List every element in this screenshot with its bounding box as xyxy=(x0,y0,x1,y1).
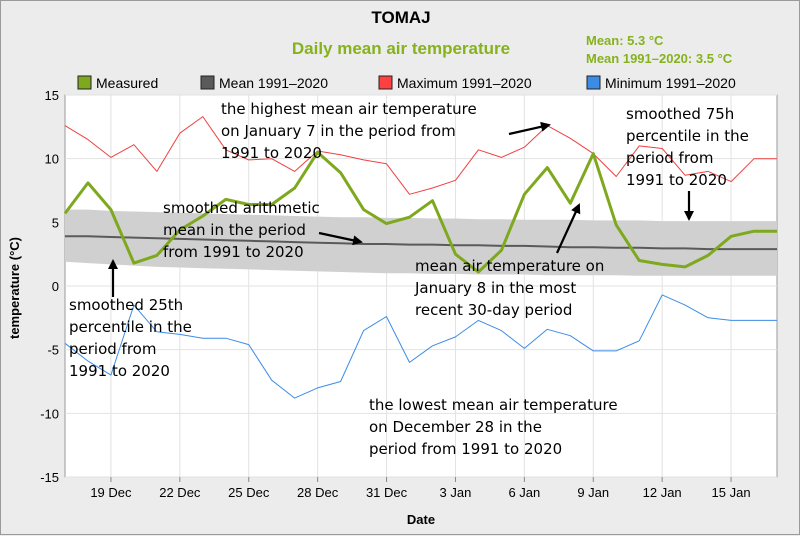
legend-label-minimum: Minimum 1991–2020 xyxy=(605,75,736,91)
y-tick-label: -5 xyxy=(47,343,59,358)
y-tick-label: -10 xyxy=(40,406,59,421)
x-tick-label: 28 Dec xyxy=(297,485,339,500)
x-axis-ticks: 19 Dec 22 Dec 25 Dec 28 Dec 31 Dec 3 Jan 6 Jan… xyxy=(90,485,750,500)
chart-title: TOMAJ xyxy=(371,8,430,27)
series-mean-line xyxy=(65,235,777,251)
y-tick-label: -15 xyxy=(40,470,59,485)
mean-stat: Mean: 5.3 °C xyxy=(586,33,664,48)
annotation-arithmetic-mean: smoothed arithmetic mean in the period f… xyxy=(163,199,325,261)
legend: Measured Mean 1991–2020 Maximum 1991–202… xyxy=(77,75,736,91)
legend-swatch-maximum xyxy=(378,75,393,90)
x-tick-label: 31 Dec xyxy=(366,485,408,500)
x-tick-label: 25 Dec xyxy=(228,485,270,500)
legend-swatch-minimum xyxy=(586,75,601,90)
series-measured-line xyxy=(63,150,777,274)
legend-label-measured: Measured xyxy=(96,75,158,91)
legend-swatch-mean xyxy=(200,75,215,90)
y-axis-ticks: 15 10 5 0 -5 -10 -15 xyxy=(40,88,59,485)
legend-label-maximum: Maximum 1991–2020 xyxy=(397,75,532,91)
annotation-highest-mean: the highest mean air temperature on Janu… xyxy=(221,100,481,162)
annotation-25th-percentile: smoothed 25th percentile in the period f… xyxy=(69,296,197,380)
annotation-lowest-mean: the lowest mean air temperature on Decem… xyxy=(369,396,622,458)
annotation-75th-percentile: smoothed 75h percentile in the period fr… xyxy=(626,105,754,189)
mean-1991-2020-stat: Mean 1991–2020: 3.5 °C xyxy=(586,51,733,66)
x-tick-label: 19 Dec xyxy=(90,485,132,500)
x-tick-label: 15 Jan xyxy=(712,485,751,500)
y-tick-label: 10 xyxy=(45,152,59,167)
y-tick-label: 15 xyxy=(45,88,59,103)
y-axis-label: temperature (°C) xyxy=(7,237,22,339)
y-tick-label: 0 xyxy=(52,279,59,294)
x-tick-label: 6 Jan xyxy=(508,485,540,500)
series-layer xyxy=(63,116,777,399)
x-tick-label: 3 Jan xyxy=(440,485,472,500)
arrow-recent-mean xyxy=(556,203,581,254)
x-tick-label: 9 Jan xyxy=(577,485,609,500)
legend-swatch-measured xyxy=(77,75,92,90)
legend-label-mean: Mean 1991–2020 xyxy=(219,75,328,91)
series-maximum-line xyxy=(64,116,777,195)
x-tick-label: 22 Dec xyxy=(159,485,201,500)
y-tick-label: 5 xyxy=(52,215,59,230)
arrow-arithmetic-mean xyxy=(318,231,363,246)
annotation-recent-mean: mean air temperature on January 8 in the… xyxy=(414,257,609,319)
grid xyxy=(65,94,777,482)
series-minimum-line xyxy=(64,294,777,399)
percentile-band xyxy=(65,209,777,276)
arrow-highest-mean xyxy=(508,121,551,136)
chart-subtitle: Daily mean air temperature xyxy=(292,39,510,58)
x-axis-label: Date xyxy=(407,512,435,527)
x-tick-label: 12 Jan xyxy=(643,485,682,500)
